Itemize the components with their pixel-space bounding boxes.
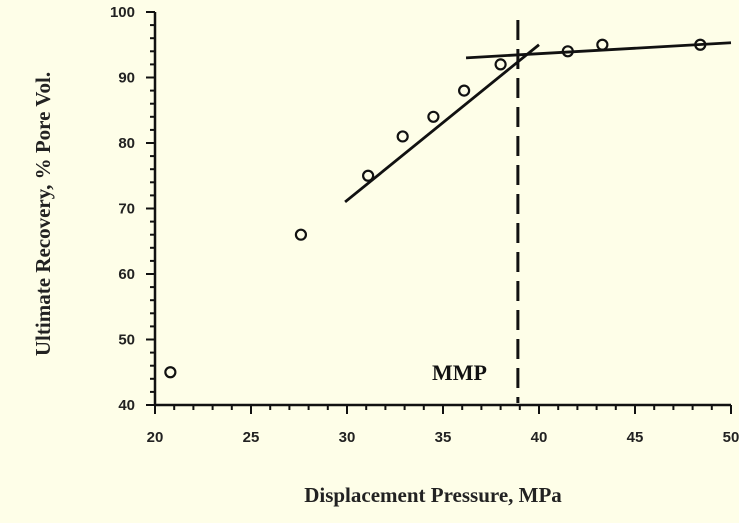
y-tick-label: 40 bbox=[118, 397, 135, 414]
x-axis-title: Displacement Pressure, MPa bbox=[304, 483, 562, 507]
data-point bbox=[396, 130, 409, 143]
data-points bbox=[164, 38, 707, 379]
x-tick-label: 25 bbox=[243, 429, 260, 446]
plot-area bbox=[155, 12, 731, 405]
x-ticks: 20 25 30 35 40 45 50 bbox=[147, 405, 739, 446]
data-point bbox=[294, 228, 308, 241]
data-point bbox=[458, 84, 471, 97]
y-tick-label: 50 bbox=[118, 332, 135, 349]
data-point bbox=[561, 45, 574, 58]
x-tick-label: 35 bbox=[435, 429, 452, 446]
y-tick-label: 80 bbox=[118, 135, 135, 152]
y-ticks: 40 50 60 70 80 90 100 bbox=[110, 4, 155, 414]
trend-line-2 bbox=[465, 41, 732, 60]
data-point bbox=[596, 38, 609, 51]
y-tick-label: 90 bbox=[118, 70, 135, 87]
data-point bbox=[694, 38, 707, 51]
data-point bbox=[164, 366, 177, 379]
data-point bbox=[427, 110, 440, 123]
mmp-label: MMP bbox=[432, 360, 487, 385]
y-tick-label: 70 bbox=[118, 201, 135, 218]
y-tick-label: 60 bbox=[118, 266, 135, 283]
x-tick-label: 40 bbox=[531, 429, 548, 446]
data-point bbox=[362, 169, 375, 182]
x-tick-label: 50 bbox=[723, 429, 739, 446]
y-axis-title: Ultimate Recovery, % Pore Vol. bbox=[31, 72, 55, 356]
trend-line-1 bbox=[344, 43, 540, 204]
x-tick-label: 20 bbox=[147, 429, 164, 446]
trend-lines bbox=[344, 41, 732, 204]
data-point bbox=[494, 58, 507, 71]
x-tick-label: 45 bbox=[627, 429, 644, 446]
x-tick-label: 30 bbox=[339, 429, 356, 446]
y-tick-label: 100 bbox=[110, 4, 135, 21]
